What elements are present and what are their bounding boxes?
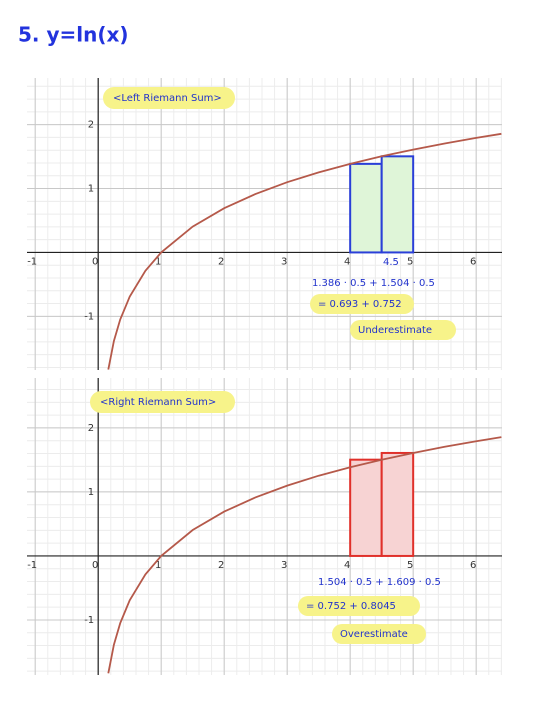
annotation: 1.504 · 0.5 + 1.609 · 0.5 [318,577,441,588]
x-tick-label: 6 [470,560,476,571]
annotation: = 0.752 + 0.8045 [306,601,396,612]
y-tick-label: 2 [88,120,94,131]
highlight [310,294,414,314]
curve [107,436,502,674]
riemann-rectangle [380,451,415,557]
x-tick-label: 0 [92,256,98,267]
annotation: 4.5 [383,257,399,268]
x-tick-label: 0 [92,560,98,571]
x-tick-label: 5 [407,256,413,267]
x-tick-label: 4 [344,256,350,267]
x-tick-label: -1 [27,560,37,571]
annotation-title: <Left Riemann Sum> [113,93,222,104]
x-tick-label: 2 [218,560,224,571]
x-tick-label: 1 [155,560,161,571]
x-tick-label: 1 [155,256,161,267]
highlight [90,391,235,413]
y-tick-label: 1 [88,487,94,498]
y-tick-label: -1 [84,615,94,626]
x-tick-label: 3 [281,256,287,267]
highlight [350,320,456,340]
riemann-rectangle [380,155,415,254]
highlight [298,596,420,616]
annotation: = 0.693 + 0.752 [318,299,402,310]
heading: 5. y=ln(x) [18,23,129,47]
x-tick-label: 2 [218,256,224,267]
x-tick-label: 6 [470,256,476,267]
x-tick-label: -1 [27,256,37,267]
x-tick-label: 5 [407,560,413,571]
curve [107,132,502,370]
y-tick-label: 1 [88,184,94,195]
riemann-rectangle [349,162,383,254]
highlight [103,87,235,109]
riemann-rectangle [349,458,383,557]
annotation: Underestimate [358,325,432,336]
y-tick-label: 2 [88,423,94,434]
x-tick-label: 3 [281,560,287,571]
annotation: 1.386 · 0.5 + 1.504 · 0.5 [312,278,435,289]
highlight [332,624,426,644]
annotation-title: <Right Riemann Sum> [100,397,216,408]
x-tick-label: 4 [344,560,350,571]
annotation: Overestimate [340,629,408,640]
y-tick-label: -1 [84,311,94,322]
